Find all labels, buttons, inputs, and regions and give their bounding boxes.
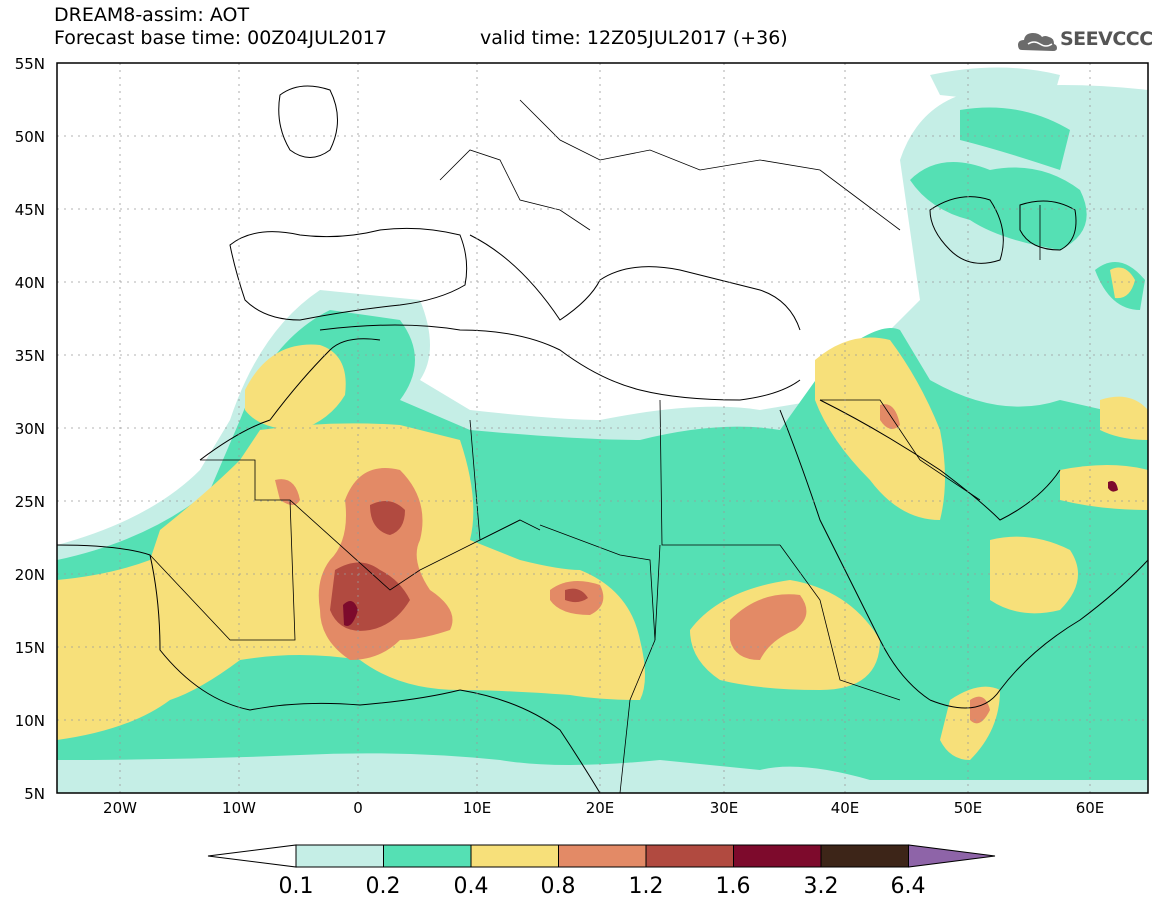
logo-text: SEEVCCC <box>1060 28 1153 50</box>
map-title: DREAM8-assim: AOT <box>54 4 250 26</box>
colorbar-tick-label: 3.2 <box>804 874 839 899</box>
lat-label: 35N <box>15 347 45 365</box>
colorbar-labels: 0.1 0.2 0.4 0.8 1.2 1.6 3.2 6.4 <box>279 874 926 899</box>
colorbar-tick-label: 0.2 <box>366 874 401 899</box>
aot-field <box>57 63 1148 793</box>
colorbar-tick-label: 1.2 <box>629 874 664 899</box>
colorbar-tick-label: 0.1 <box>279 874 314 899</box>
lon-label: 40E <box>831 799 860 817</box>
lat-label: 45N <box>15 201 45 219</box>
lat-label: 5N <box>24 785 45 803</box>
colorbar-tick-label: 6.4 <box>891 874 926 899</box>
colorbar-segment <box>820 844 909 868</box>
lon-label: 30E <box>710 799 739 817</box>
lon-label: 60E <box>1076 799 1105 817</box>
graticule <box>57 63 1148 793</box>
colorbar <box>207 844 996 868</box>
latitude-labels: 55N 50N 45N 40N 35N 30N 25N 20N 15N 10N … <box>15 55 45 803</box>
lat-label: 40N <box>15 274 45 292</box>
colorbar-segment <box>645 844 734 868</box>
country-borders <box>149 99 1041 793</box>
lon-label: 10E <box>463 799 492 817</box>
lat-label: 55N <box>15 55 45 73</box>
coastlines <box>57 85 1148 793</box>
colorbar-extend-low <box>207 844 297 868</box>
colorbar-segment <box>558 844 647 868</box>
lon-label: 20W <box>103 799 137 817</box>
colorbar-segment <box>383 844 472 868</box>
lat-label: 30N <box>15 420 45 438</box>
longitude-labels: 20W 10W 0 10E 20E 30E 40E 50E 60E <box>103 799 1104 817</box>
lat-label: 20N <box>15 566 45 584</box>
lat-label: 10N <box>15 712 45 730</box>
colorbar-segment <box>733 844 822 868</box>
aot-1.6-3.2 <box>343 481 1118 626</box>
colorbar-segment <box>295 844 384 868</box>
lon-label: 0 <box>353 799 363 817</box>
colorbar-segment <box>470 844 559 868</box>
colorbar-tick-label: 0.4 <box>454 874 489 899</box>
cloud-icon <box>1018 33 1057 51</box>
lat-label: 15N <box>15 639 45 657</box>
lat-label: 50N <box>15 128 45 146</box>
lon-label: 10W <box>222 799 256 817</box>
colorbar-extend-high <box>908 844 996 868</box>
map-frame <box>56 62 1149 794</box>
valid-time: valid time: 12Z05JUL2017 (+36) <box>480 27 788 49</box>
colorbar-tick-label: 0.8 <box>541 874 576 899</box>
forecast-base-time: Forecast base time: 00Z04JUL2017 <box>54 27 387 49</box>
colorbar-tick-label: 1.6 <box>716 874 751 899</box>
lon-label: 50E <box>954 799 983 817</box>
lon-label: 20E <box>586 799 615 817</box>
lat-label: 25N <box>15 493 45 511</box>
